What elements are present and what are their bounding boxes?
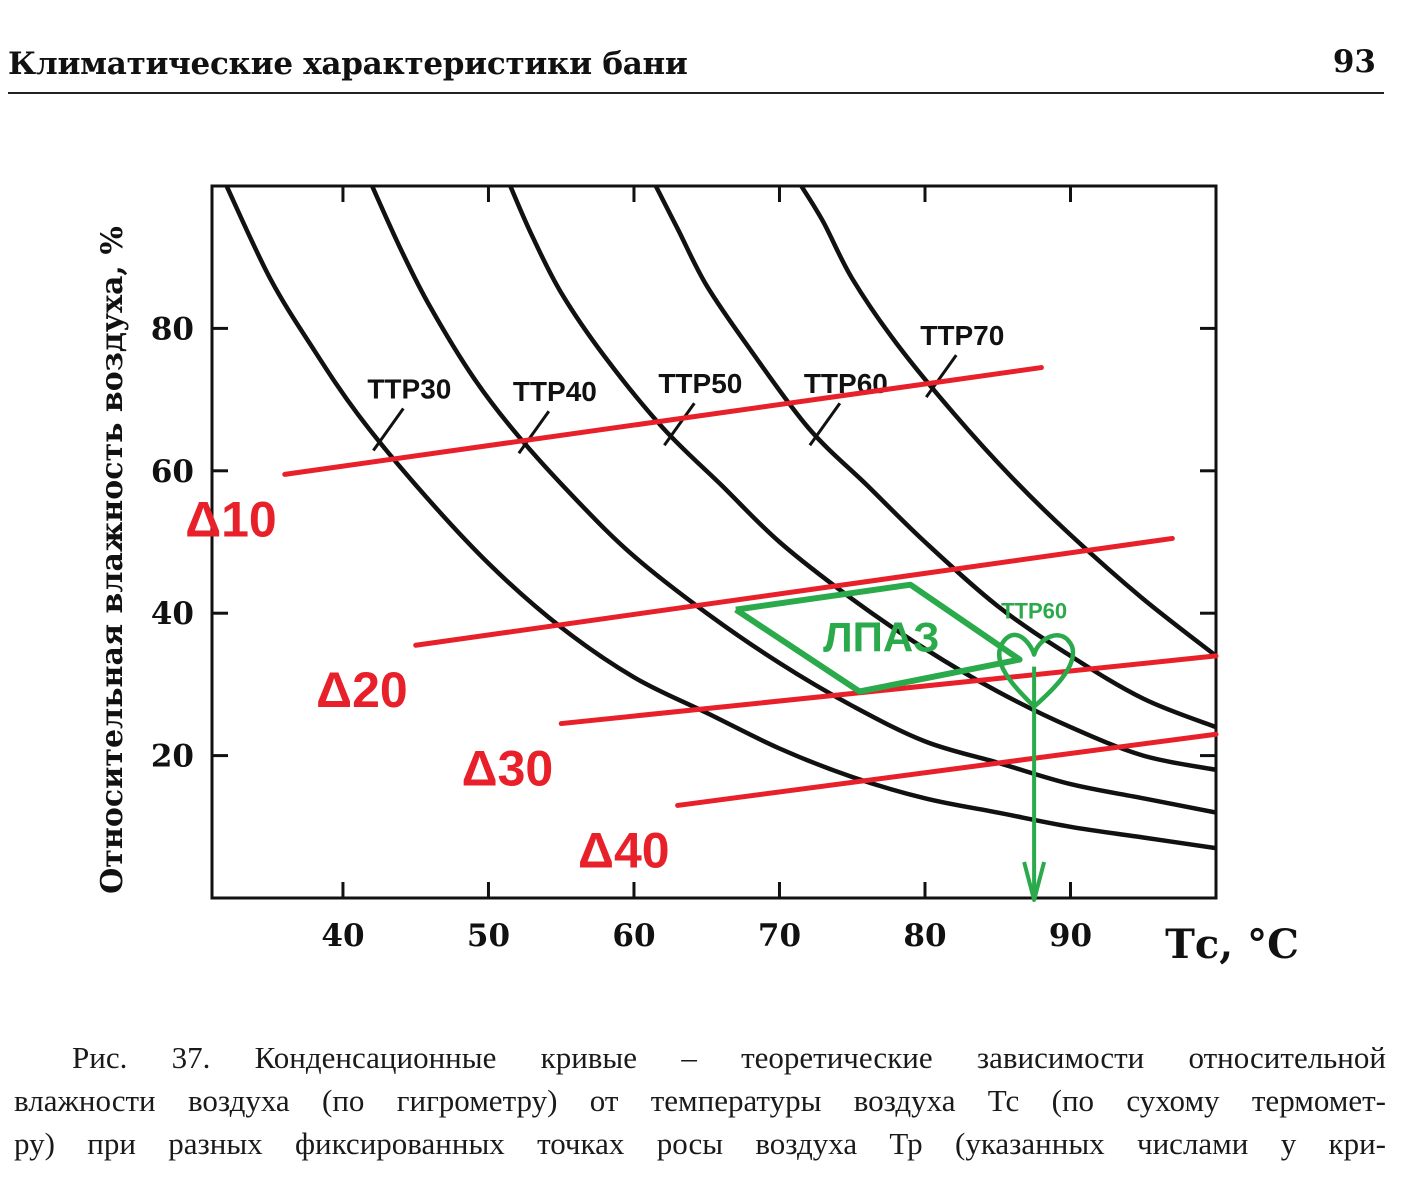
figure-caption: Рис. 37. Конденсационные кривые – теорет… xyxy=(14,1036,1386,1165)
zone-label: ЛПАЗ xyxy=(823,613,939,660)
page-header: Климатические характеристики бани 93 xyxy=(8,42,1384,94)
marker-heart xyxy=(996,632,1076,709)
condensation-curves xyxy=(224,186,1216,851)
curve-label-leader xyxy=(517,410,551,455)
caption-line-3: ру) при разных фиксированных точках росы… xyxy=(14,1126,1386,1161)
curve-label: ТТР50 xyxy=(658,368,742,399)
delta-label: Δ10 xyxy=(185,491,277,547)
y-tick-label: 20 xyxy=(151,739,194,775)
condensation-curve-5 xyxy=(799,186,1216,658)
caption-line-1: Рис. 37. Конденсационные кривые – теорет… xyxy=(72,1040,1386,1075)
condensation-chart: 20 40 60 80 40 50 60 70 80 90 ТТР30 ТТР40 ТТР50 ТТР6… xyxy=(95,184,1299,968)
curve-label: ТТР30 xyxy=(367,374,451,405)
curve-label-leader xyxy=(925,354,958,399)
condensation-curve-1 xyxy=(224,186,1216,851)
zone-outline xyxy=(734,581,1023,695)
x-tick-label: 80 xyxy=(903,918,946,954)
x-tick-label: 50 xyxy=(467,918,510,954)
delta-line-4 xyxy=(675,731,1219,808)
marker-arrow-head xyxy=(1022,861,1047,902)
comfort-zone: ЛПАЗ ТТР60 xyxy=(734,581,1076,902)
delta-lines: Δ10 Δ20 Δ30 Δ40 xyxy=(185,365,1219,878)
delta-line-3 xyxy=(558,653,1219,727)
delta-line-1 xyxy=(282,365,1044,477)
delta-line-2 xyxy=(413,535,1175,648)
x-tick-label: 70 xyxy=(758,918,801,954)
x-axis-label: Тс, °С xyxy=(1165,921,1299,968)
curve-label: ТТР40 xyxy=(513,376,597,407)
caption-line-2: влажности воздуха (по гигрометру) от тем… xyxy=(14,1083,1386,1118)
y-tick-label: 40 xyxy=(151,596,194,632)
y-axis-label: Относительная влажность воздуха, % xyxy=(95,226,130,894)
delta-label: Δ40 xyxy=(578,822,670,878)
curve-label-leader xyxy=(663,402,696,447)
plot-frame xyxy=(210,184,1218,900)
condensation-curve-3 xyxy=(508,186,1216,773)
x-tick-label: 40 xyxy=(321,918,364,954)
x-tick-label: 90 xyxy=(1049,918,1092,954)
curve-label-leader xyxy=(372,407,405,452)
running-title: Климатические характеристики бани xyxy=(8,46,688,82)
y-tick-label: 80 xyxy=(151,311,194,347)
delta-label: Δ20 xyxy=(316,662,408,718)
condensation-curve-2 xyxy=(370,186,1216,815)
x-tick-label: 60 xyxy=(612,918,655,954)
delta-label: Δ30 xyxy=(462,741,554,797)
curve-label: ТТР70 xyxy=(920,320,1004,351)
marker-label: ТТР60 xyxy=(1001,599,1067,624)
axis-ticks: 20 40 60 80 40 50 60 70 80 90 xyxy=(151,186,1216,954)
y-tick-label: 60 xyxy=(151,454,194,490)
curve-label-leader xyxy=(808,402,842,447)
page-number: 93 xyxy=(1332,44,1376,80)
